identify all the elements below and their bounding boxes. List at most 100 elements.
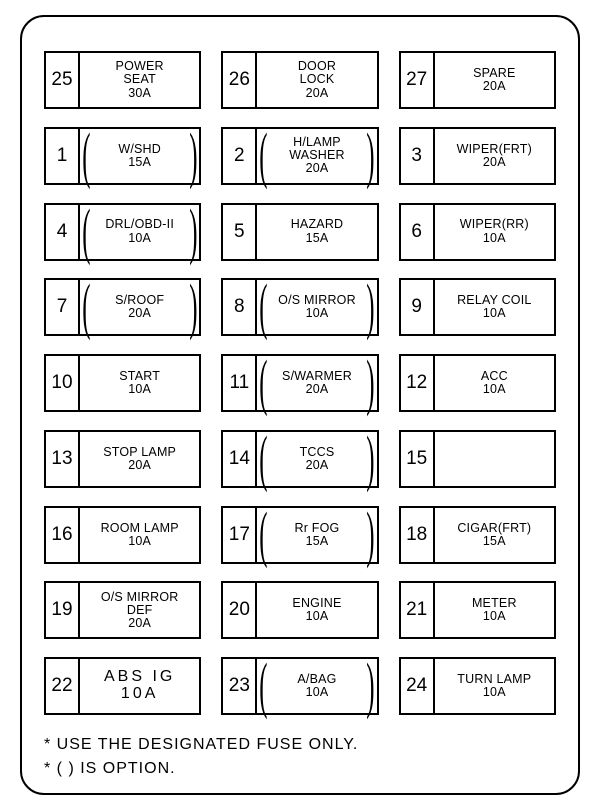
fuse-label-line: ABS IG [104, 669, 175, 686]
fuse-label-line: 10A [481, 383, 508, 396]
fuse-cell: 5HAZARD15A [221, 203, 378, 261]
fuse-cell: 26DOORLOCK20A [221, 51, 378, 109]
fuse-label-line: ROOM LAMP [101, 522, 179, 535]
fuse-label-line: CIGAR(FRT) [457, 522, 531, 535]
fuse-number: 22 [46, 659, 80, 713]
fuse-desc: (TCCS20A) [257, 432, 376, 486]
fuse-number: 27 [401, 53, 435, 107]
fuse-label: HAZARD15A [291, 218, 344, 244]
fuse-label: H/LAMPWASHER20A [289, 136, 345, 175]
fuse-desc: (Rr FOG15A) [257, 508, 376, 562]
fuse-number: 14 [223, 432, 257, 486]
fuse-cell: 11(S/WARMER20A) [221, 354, 378, 412]
fuse-label-line: 20A [282, 383, 352, 396]
fuse-desc: RELAY COIL10A [435, 280, 554, 334]
fuse-number: 13 [46, 432, 80, 486]
fuse-number: 17 [223, 508, 257, 562]
fuse-label-line: WIPER(RR) [460, 218, 529, 231]
fuse-label: ENGINE10A [292, 597, 341, 623]
fuse-label: ACC10A [481, 370, 508, 396]
fuse-number: 6 [401, 205, 435, 259]
fuse-label-line: 10A [457, 307, 532, 320]
fuse-label-line: DRL/OBD-II [105, 218, 174, 231]
fuse-cell: 16 ROOM LAMP10A [44, 506, 201, 564]
fuse-label: ABS IG10A [104, 669, 175, 703]
fuse-number: 3 [401, 129, 435, 183]
fuse-box-panel: 25POWERSEAT30A 26DOORLOCK20A 27SPARE20A 1(W… [20, 15, 580, 795]
fuse-desc: METER10A [435, 583, 554, 637]
fuse-label-line: LOCK [298, 73, 336, 86]
fuse-label: WIPER(FRT)20A [457, 143, 532, 169]
fuse-label-line: HAZARD [291, 218, 344, 231]
fuse-number: 8 [223, 280, 257, 334]
fuse-label: DRL/OBD-II10A [105, 218, 174, 244]
fuse-label-line: 20A [300, 459, 335, 472]
fuse-cell: 12ACC10A [399, 354, 556, 412]
fuse-label-line: 20A [473, 80, 515, 93]
fuse-label-line: 30A [116, 87, 164, 100]
fuse-number: 24 [401, 659, 435, 713]
fuse-label: RELAY COIL10A [457, 294, 532, 320]
footer-notes: * USE THE DESIGNATED FUSE ONLY. * ( ) IS… [44, 733, 556, 781]
fuse-cell: 4(DRL/OBD-II10A) [44, 203, 201, 261]
fuse-desc: (H/LAMPWASHER20A) [257, 129, 376, 183]
fuse-desc: (DRL/OBD-II10A) [80, 205, 199, 259]
fuse-cell: 19 O/S MIRRORDEF20A [44, 581, 201, 639]
fuse-label-line: 20A [115, 307, 164, 320]
fuse-number: 19 [46, 583, 80, 637]
fuse-desc: SPARE20A [435, 53, 554, 107]
fuse-desc: (S/ROOF20A) [80, 280, 199, 334]
fuse-label-line: 10A [278, 307, 356, 320]
fuse-label-line: 20A [101, 617, 179, 630]
fuse-cell: 10 START10A [44, 354, 201, 412]
fuse-number: 16 [46, 508, 80, 562]
fuse-cell: 22 ABS IG10A [44, 657, 201, 715]
fuse-label: CIGAR(FRT)15A [457, 522, 531, 548]
fuse-label: WIPER(RR)10A [460, 218, 529, 244]
fuse-cell: 2(H/LAMPWASHER20A) [221, 127, 378, 185]
fuse-label-line: TCCS [300, 446, 335, 459]
fuse-desc: TURN LAMP10A [435, 659, 554, 713]
fuse-label: START10A [119, 370, 160, 396]
fuse-label-line: 10A [104, 686, 175, 703]
fuse-cell: 24 TURN LAMP10A [399, 657, 556, 715]
fuse-desc: CIGAR(FRT)15A [435, 508, 554, 562]
fuse-label: S/ROOF20A [115, 294, 164, 320]
fuse-number: 26 [223, 53, 257, 107]
fuse-desc: (A/BAG10A) [257, 659, 376, 713]
fuse-label-line: 10A [297, 686, 336, 699]
fuse-label: STOP LAMP20A [103, 446, 176, 472]
fuse-label-line: 10A [457, 686, 531, 699]
fuse-cell: 1(W/SHD15A) [44, 127, 201, 185]
fuse-desc: STOP LAMP20A [80, 432, 199, 486]
fuse-number: 11 [223, 356, 257, 410]
fuse-desc: POWERSEAT30A [80, 53, 199, 107]
fuse-label: O/S MIRRORDEF20A [101, 591, 179, 630]
fuse-label-line: 10A [105, 232, 174, 245]
fuse-label: ROOM LAMP10A [101, 522, 179, 548]
fuse-label-line: W/SHD [118, 143, 161, 156]
fuse-number: 20 [223, 583, 257, 637]
fuse-label-line: 10A [101, 535, 179, 548]
fuse-grid: 25POWERSEAT30A 26DOORLOCK20A 27SPARE20A 1(W… [44, 51, 556, 719]
fuse-cell: 14(TCCS20A) [221, 430, 378, 488]
fuse-label-line: WIPER(FRT) [457, 143, 532, 156]
fuse-label-line: 10A [472, 610, 517, 623]
fuse-desc: ABS IG10A [80, 659, 199, 713]
fuse-cell: 6 WIPER(RR)10A [399, 203, 556, 261]
fuse-label-line: 20A [457, 156, 532, 169]
fuse-desc: START10A [80, 356, 199, 410]
fuse-label: Rr FOG15A [295, 522, 340, 548]
fuse-cell: 13 STOP LAMP20A [44, 430, 201, 488]
fuse-label: TURN LAMP10A [457, 673, 531, 699]
fuse-number: 7 [46, 280, 80, 334]
fuse-desc: (W/SHD15A) [80, 129, 199, 183]
fuse-label-line: 15A [295, 535, 340, 548]
fuse-number: 21 [401, 583, 435, 637]
note-2: * ( ) IS OPTION. [44, 757, 556, 781]
fuse-cell: 25POWERSEAT30A [44, 51, 201, 109]
fuse-desc: ACC10A [435, 356, 554, 410]
fuse-desc: WIPER(FRT)20A [435, 129, 554, 183]
fuse-number: 25 [46, 53, 80, 107]
fuse-number: 10 [46, 356, 80, 410]
